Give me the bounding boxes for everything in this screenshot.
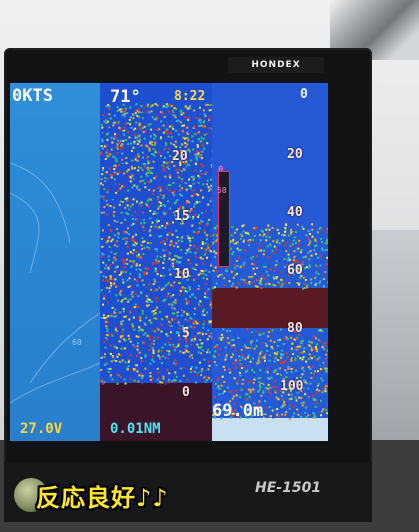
control-knob[interactable]: [14, 478, 48, 512]
caption-text: 反応良好♪♪: [36, 484, 169, 512]
gain-label-top: 0: [218, 165, 224, 175]
sounder-panel-low-freq: [212, 83, 328, 441]
brand-logo: HONDEX: [228, 57, 324, 73]
right-scale-tick: 20: [287, 147, 303, 162]
sonar-echo-noise: [100, 83, 214, 441]
depth-contours: [10, 162, 101, 404]
contour-depth-label: 60: [72, 338, 82, 347]
right-scale-tick: 80: [287, 321, 303, 336]
depth-readout: 69.0m: [212, 401, 264, 421]
left-scale-tick: 0: [182, 385, 190, 400]
left-scale-tick: 20: [172, 149, 188, 164]
depth-scale-top: 0: [300, 87, 308, 102]
left-scale-tick: 5: [182, 326, 190, 341]
gain-label-mid: 50: [217, 186, 227, 195]
gain-bar: [218, 171, 230, 267]
monitor-lower-bezel: [4, 462, 372, 522]
left-scale-tick: 15: [174, 209, 190, 224]
sounder-panel-high-freq: [100, 83, 214, 441]
right-scale-tick: 40: [287, 205, 303, 220]
chart-plotter-panel: [10, 83, 101, 441]
clock-readout: 8:22: [174, 89, 206, 104]
model-label: HE-1501: [255, 480, 322, 496]
display-screen: 0KTS 60 71° 8:22 0 20 15 10 5 0 20 40 60…: [10, 83, 328, 441]
voltage-readout: 27.0V: [20, 421, 63, 437]
sonar-echo-bottom: [212, 83, 328, 441]
right-scale-tick: 100: [280, 379, 304, 394]
left-scale-tick: 10: [174, 267, 190, 282]
speed-readout: 0KTS: [12, 86, 53, 106]
water-temperature: 71°: [110, 87, 141, 107]
distance-readout: 0.01NM: [110, 421, 161, 437]
right-scale-tick: 60: [287, 263, 303, 278]
